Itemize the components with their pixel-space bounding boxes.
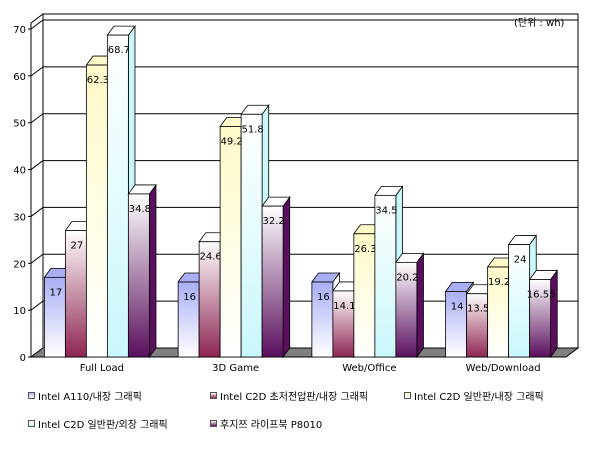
- x-tick-label: Web/Download: [466, 363, 541, 374]
- bar-front: [106, 34, 129, 358]
- legend-label: Intel C2D 초저전압판/내장 그래픽: [220, 392, 369, 403]
- bar-side: [416, 252, 424, 359]
- legend-item: 후지쯔 라이프북 P8010: [210, 416, 322, 431]
- bar: 16.55: [527, 269, 559, 359]
- data-label: 49.2: [220, 136, 242, 147]
- y-tick-label: 20: [13, 259, 26, 270]
- legend-label: Intel C2D 일반판/외장 그래픽: [38, 420, 168, 431]
- data-label: 27: [71, 240, 84, 251]
- data-label: 32.2: [262, 216, 284, 227]
- legend-swatch: [28, 392, 35, 399]
- legend-label: Intel C2D 일반판/내장 그래픽: [414, 392, 544, 403]
- legend-item: Intel C2D 일반판/외장 그래픽: [28, 416, 168, 431]
- bar-front: [240, 113, 263, 358]
- grid-line-side: [30, 300, 44, 311]
- data-label: 16: [183, 292, 196, 303]
- grid-line-side: [30, 19, 44, 30]
- bar-side: [550, 269, 558, 359]
- unit-note: (단위 : wh): [514, 18, 565, 29]
- y-axis: 0 10 20 30 40 50 60 70: [13, 23, 32, 364]
- bar: 34.5: [374, 185, 404, 359]
- y-tick-label: 0: [20, 353, 26, 364]
- data-label: 51.8: [241, 124, 263, 135]
- bar-front: [85, 64, 108, 358]
- bar: 20.2: [395, 252, 425, 359]
- bar-front: [395, 261, 418, 358]
- grid-line-side: [30, 113, 44, 124]
- data-label: 14.1: [333, 301, 355, 312]
- bar: 34.8: [127, 183, 157, 359]
- bar-front: [219, 126, 242, 358]
- grid-line-side: [30, 207, 44, 217]
- y-tick-label: 70: [13, 25, 26, 36]
- data-label: 14: [451, 301, 464, 312]
- bar: 32.2: [261, 195, 291, 359]
- legend-item: Intel C2D 일반판/내장 그래픽: [404, 388, 544, 403]
- data-label: 68.7: [108, 45, 130, 56]
- grid-line-side: [30, 66, 44, 77]
- data-label: 16: [317, 292, 330, 303]
- data-label: 24.6: [199, 252, 221, 263]
- data-label: 34.5: [375, 205, 397, 216]
- y-tick-label: 30: [13, 212, 26, 223]
- legend-swatch: [210, 420, 217, 427]
- data-label: 34.8: [129, 204, 151, 215]
- bar-front: [529, 279, 552, 358]
- bar-front: [261, 205, 284, 358]
- data-label: 19.2: [488, 277, 510, 288]
- x-tick-label: Full Load: [80, 363, 124, 374]
- data-label: 17: [50, 287, 63, 298]
- y-tick-label: 10: [13, 306, 26, 317]
- data-label: 16.55: [527, 289, 556, 300]
- y-tick-label: 40: [13, 166, 26, 177]
- legend-label: 후지쯔 라이프북 P8010: [220, 420, 323, 431]
- bars: 172762.368.734.81624.649.251.832.21614.1…: [43, 24, 559, 359]
- y-tick-label: 60: [13, 72, 26, 83]
- grid-line-side: [30, 160, 44, 170]
- legend-swatch: [404, 392, 411, 399]
- data-label: 62.3: [87, 75, 109, 86]
- x-axis: Full Load 3D Game Web/Office Web/Download: [80, 363, 541, 374]
- x-tick-label: Web/Office: [342, 363, 396, 374]
- legend-item: Intel A110/내장 그래픽: [28, 388, 142, 403]
- bar-front: [374, 194, 397, 358]
- data-label: 24: [514, 255, 527, 266]
- data-label: 13.5: [467, 304, 489, 315]
- data-label: 20.2: [396, 272, 418, 283]
- legend-swatch: [210, 392, 217, 399]
- y-tick-label: 50: [13, 119, 26, 130]
- bar-front: [127, 193, 150, 358]
- grid-line-side: [30, 253, 44, 264]
- data-label: 26.3: [354, 244, 376, 255]
- legend-swatch: [28, 420, 35, 427]
- x-tick-label: 3D Game: [212, 363, 259, 374]
- legend-item: Intel C2D 초저전압판/내장 그래픽: [210, 388, 368, 403]
- legend-label: Intel A110/내장 그래픽: [38, 392, 142, 403]
